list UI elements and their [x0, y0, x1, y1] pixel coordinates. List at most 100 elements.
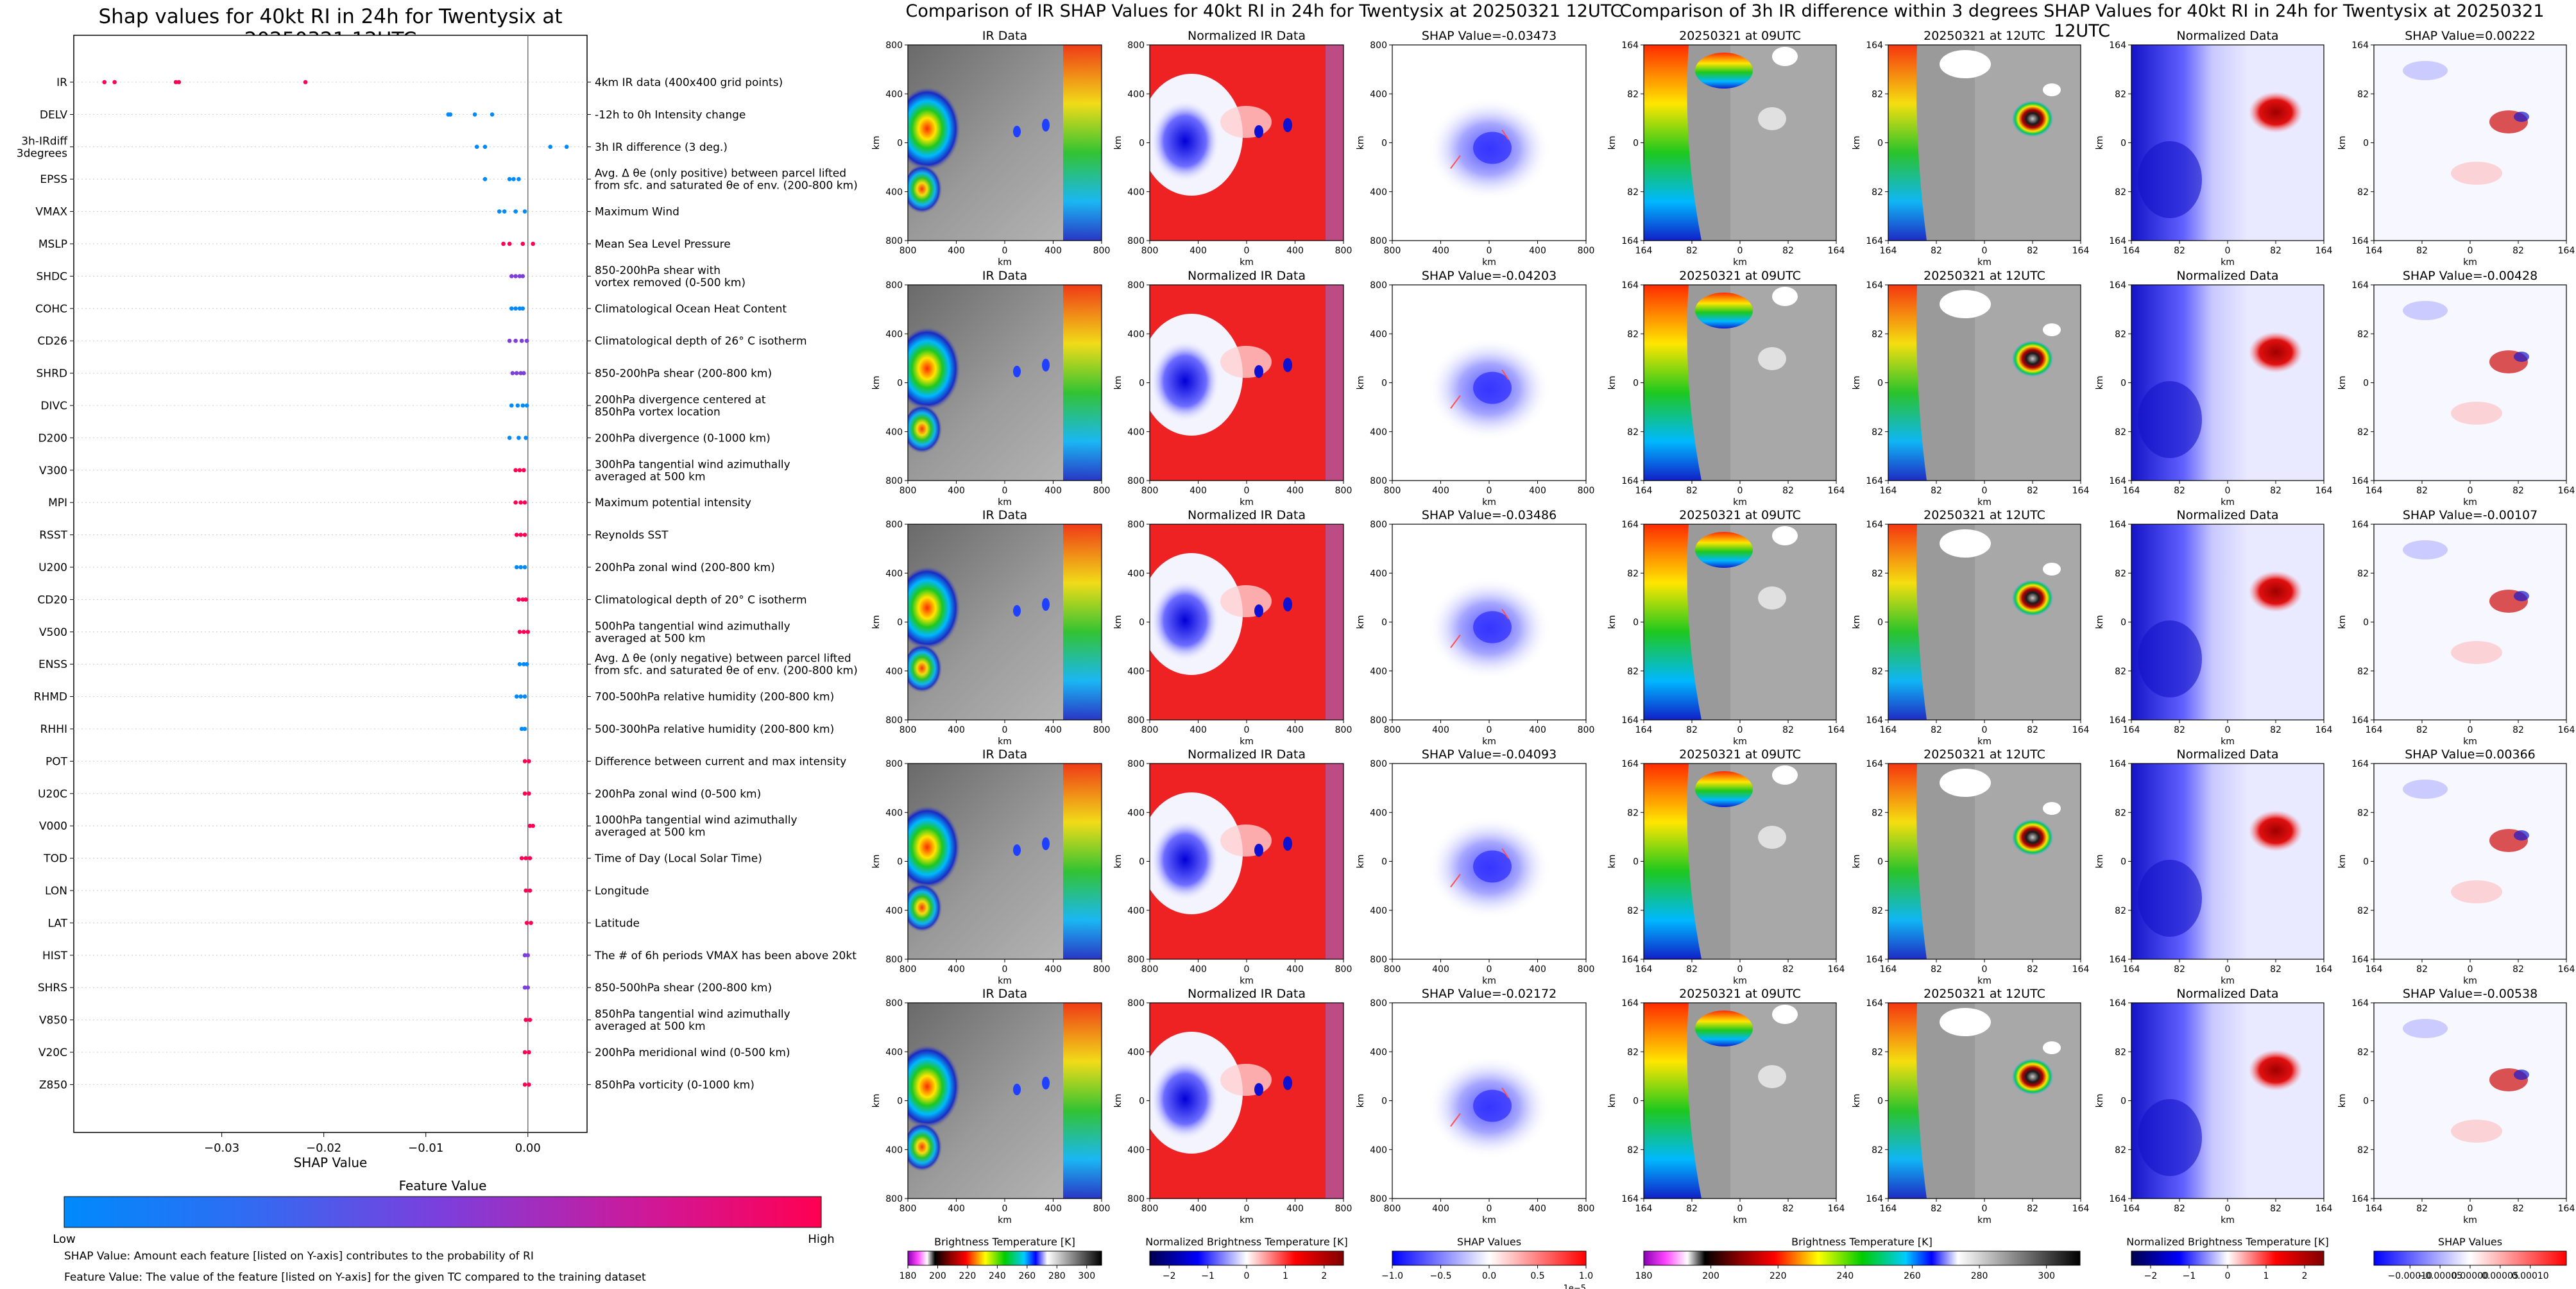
panel-image	[2374, 285, 2566, 481]
colorbar-tick-label: 1	[1283, 1271, 1288, 1281]
xaxis-label: km	[2221, 257, 2235, 268]
feature-label-tod: TOD	[43, 853, 67, 866]
xtick-label: 0	[1737, 246, 1743, 256]
feature-desc: 200hPa divergence centered at 850hPa vort…	[595, 394, 766, 419]
yaxis-label: km	[871, 615, 882, 629]
shap-axes-frame	[73, 35, 588, 1133]
cloud-cell	[1695, 771, 1753, 807]
panel-title: 20250321 at 12UTC	[1923, 29, 2045, 43]
middle-chart-title: Comparison of IR SHAP Values for 40kt RI…	[905, 1, 1623, 21]
ytick-label: 400	[885, 906, 903, 916]
ytick-label: 400	[1370, 667, 1387, 677]
feature-label-z850: Z850	[39, 1079, 67, 1091]
shap-point	[518, 533, 523, 537]
ytick-label: 800	[1370, 236, 1387, 246]
xtick-label: 82	[2416, 725, 2428, 735]
xaxis-label: km	[1482, 1215, 1496, 1225]
ytick-label: 800	[1127, 715, 1145, 726]
feature-desc: 850-500hPa shear (200-800 km)	[595, 982, 772, 994]
ytick-label: 0	[897, 1097, 903, 1107]
cloud-cell	[1758, 1065, 1786, 1088]
ytick-label: 400	[1127, 89, 1145, 99]
ir-cell	[1042, 359, 1050, 371]
xtick-label: 0	[1487, 486, 1492, 496]
ytick-label: 164	[2109, 476, 2126, 486]
shap-negative-spot	[2514, 1070, 2529, 1080]
norm-cold-anomaly	[2138, 1099, 2202, 1176]
shap-point	[522, 662, 526, 667]
ytick-label: 400	[1127, 427, 1145, 438]
norm-cloud-wisp	[1220, 346, 1272, 378]
ytick-label: 82	[2115, 1047, 2126, 1057]
colorbar-tick-label: 280	[1048, 1271, 1066, 1281]
yaxis-label: km	[2337, 136, 2348, 150]
cloud-cell	[1772, 1005, 1798, 1024]
norm-cloud-cluster	[1150, 1057, 1220, 1141]
colorbar-label: Brightness Temperature [K]	[1791, 1236, 1932, 1248]
xtick-label: 164	[2316, 1204, 2333, 1214]
ytick-label: 400	[885, 1047, 903, 1057]
feature-desc: Difference between current and max inten…	[595, 755, 846, 768]
xtick-label: 82	[2512, 1204, 2524, 1214]
shap-point	[507, 176, 512, 182]
panel-image	[1392, 524, 1586, 720]
ytick-label: 400	[885, 1145, 903, 1156]
xtick-label: 0	[1244, 246, 1250, 256]
norm-cell	[1254, 365, 1263, 378]
xaxis-label: km	[1240, 257, 1254, 268]
norm-band	[2131, 524, 2247, 720]
yaxis-label: km	[1607, 615, 1617, 629]
shap-point	[522, 629, 526, 635]
xtick-label: 800	[1335, 1204, 1352, 1214]
xtick-label: 400	[1286, 725, 1304, 735]
shap-point	[513, 209, 518, 214]
shap-point	[531, 241, 536, 246]
xtick-label: 800	[1335, 725, 1352, 735]
xtick-label: 400	[1432, 725, 1449, 735]
xtick-label: 800	[1384, 725, 1401, 735]
ytick-label: 0	[897, 379, 903, 389]
feature-label-u20c: U20C	[38, 788, 67, 801]
feature-desc: 500hPa tangential wind azimuthally averag…	[595, 620, 790, 645]
xtick-label: 82	[2512, 246, 2524, 256]
panel-image	[1888, 45, 2081, 241]
ytick-label: 800	[885, 1194, 903, 1204]
panel-image	[1150, 764, 1343, 959]
shap-background	[2374, 1003, 2566, 1199]
shap-point	[527, 791, 531, 796]
xaxis-label: km	[998, 737, 1012, 747]
panel-title: Normalized Data	[2176, 29, 2278, 43]
colorbar-tick-label: −0.00010	[2387, 1271, 2432, 1281]
xtick-label: 800	[900, 486, 917, 496]
shap-point	[517, 274, 522, 278]
ytick-label: 164	[2351, 476, 2369, 486]
shap-background	[2374, 764, 2566, 959]
yaxis-label: km	[871, 1094, 882, 1108]
shap-point	[509, 306, 514, 311]
xtick-label: 164	[2316, 964, 2333, 975]
shap-point	[513, 338, 518, 343]
feature-desc: 300hPa tangential wind azimuthally averag…	[595, 458, 790, 483]
xaxis-label: km	[1733, 1215, 1747, 1225]
xtick-label: 400	[1190, 486, 1207, 496]
ytick-label: 164	[2109, 40, 2126, 51]
ytick-label: 800	[1370, 955, 1387, 965]
norm-cloud-wisp	[1220, 824, 1272, 857]
xtick-label: 800	[1093, 964, 1111, 975]
ytick-label: 164	[1621, 759, 1639, 769]
ytick-label: 0	[2363, 379, 2369, 389]
panel-image	[1150, 45, 1343, 241]
ytick-label: 400	[1127, 906, 1145, 916]
ytick-label: 0	[2363, 1097, 2369, 1107]
cloud-cell	[2043, 802, 2061, 815]
panel-title: IR Data	[982, 29, 1027, 43]
ir-cloud-cluster	[908, 397, 962, 468]
